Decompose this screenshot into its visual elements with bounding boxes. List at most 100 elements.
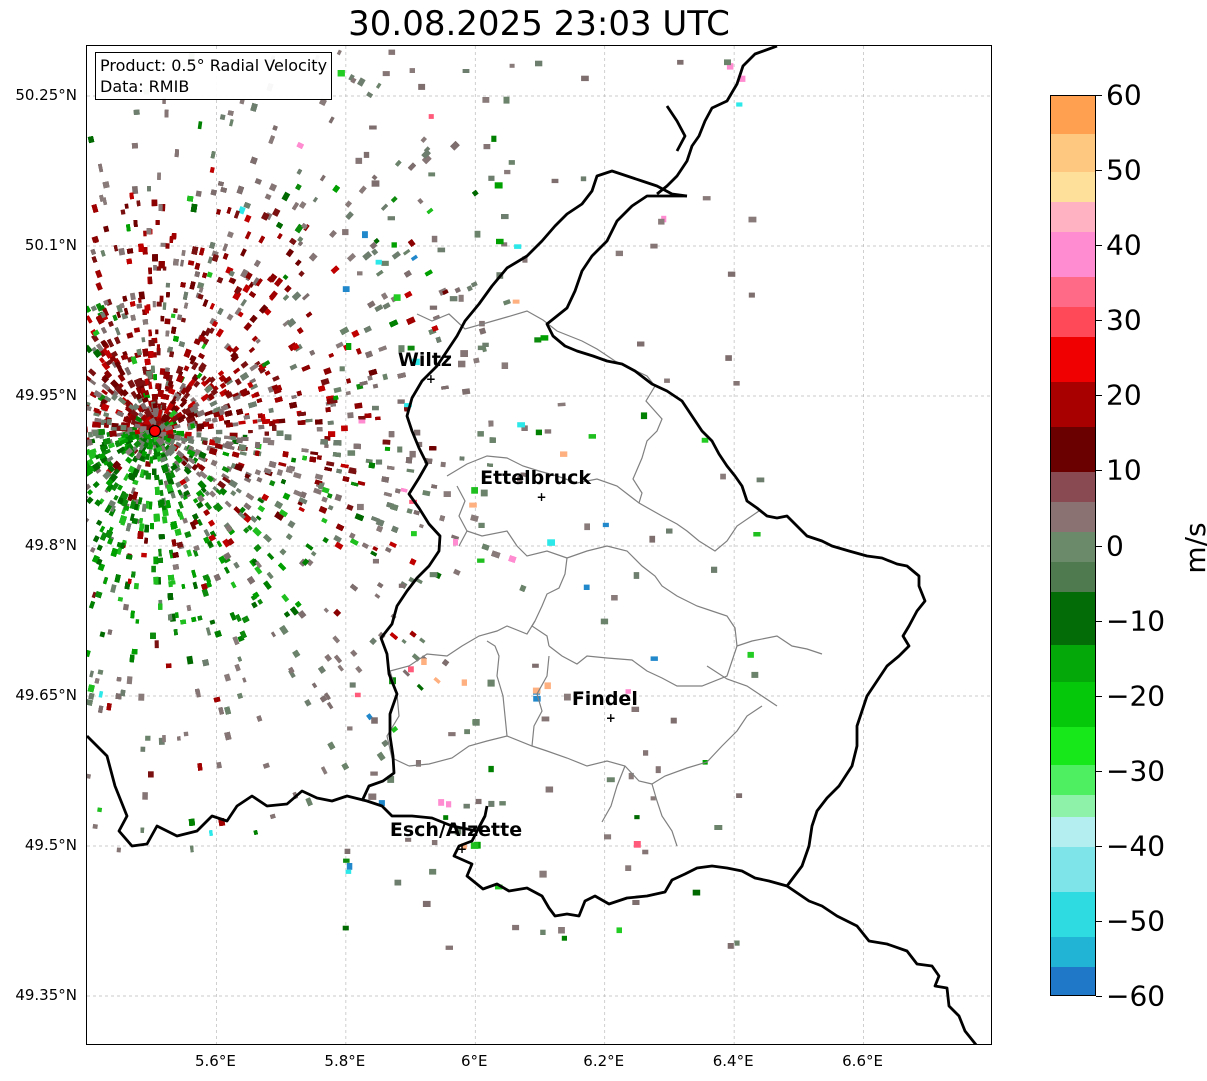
echo-pixel: [173, 308, 178, 314]
echo-pixel: [197, 121, 203, 130]
echo-pixel: [345, 378, 352, 384]
echo-pixel: [277, 233, 283, 240]
echo-pixel: [196, 501, 204, 509]
echo-pixel: [470, 514, 479, 522]
echo-pixel: [202, 659, 210, 667]
echo-pixel: [388, 431, 395, 438]
echo-pixel: [131, 571, 136, 578]
echo-pixel: [751, 671, 759, 678]
echo-pixel: [202, 272, 208, 279]
echo-pixel: [519, 584, 527, 592]
echo-pixel: [88, 451, 98, 460]
echo-pixel: [183, 731, 189, 737]
echo-pixel: [387, 216, 395, 221]
echo-pixel: [512, 299, 520, 304]
echo-pixel: [390, 196, 398, 203]
echo-pixel: [94, 499, 102, 507]
echo-pixel: [337, 664, 344, 672]
echo-pixel: [202, 574, 210, 581]
echo-pixel: [483, 144, 491, 150]
echo-pixel: [160, 413, 170, 424]
echo-pixel: [89, 670, 94, 678]
echo-pixel: [462, 69, 470, 73]
echo-pixel: [371, 248, 379, 256]
echo-pixel: [363, 151, 370, 158]
echo-pixel: [226, 313, 234, 321]
echo-pixel: [101, 361, 111, 371]
echo-pixel: [152, 300, 156, 308]
echo-pixel: [390, 725, 399, 733]
echo-pixel: [169, 236, 174, 244]
echo-pixel: [333, 440, 342, 446]
echo-pixel: [333, 395, 339, 401]
echo-pixel: [165, 292, 170, 298]
echo-pixel: [170, 463, 178, 471]
echo-pixel: [111, 460, 121, 470]
echo-pixel: [471, 281, 478, 288]
echo-pixel: [242, 284, 251, 294]
echo-pixel: [87, 315, 93, 324]
echo-pixel: [215, 208, 222, 215]
echo-pixel: [269, 813, 276, 820]
echo-pixel: [114, 327, 121, 336]
echo-pixel: [124, 366, 132, 376]
echo-pixel: [274, 500, 283, 510]
echo-pixel: [91, 235, 100, 243]
echo-pixel: [218, 555, 227, 565]
echo-pixel: [736, 793, 743, 798]
echo-pixel: [424, 269, 433, 277]
echo-pixel: [413, 510, 420, 516]
echo-pixel: [133, 378, 143, 388]
echo-pixel: [191, 246, 199, 255]
echo-pixel: [231, 451, 240, 458]
echo-pixel: [377, 582, 384, 589]
echo-pixel: [114, 432, 124, 438]
echo-pixel: [276, 430, 284, 436]
echo-pixel: [87, 516, 90, 526]
echo-pixel: [224, 390, 232, 398]
echo-pixel: [274, 277, 283, 287]
echo-pixel: [319, 174, 326, 182]
echo-pixel: [381, 292, 388, 300]
echo-pixel: [135, 393, 142, 400]
echo-pixel: [102, 307, 109, 317]
echo-pixel: [756, 477, 765, 483]
echo-pixel: [111, 394, 118, 401]
echo-pixel: [268, 183, 278, 192]
echo-pixel: [123, 416, 132, 424]
echo-pixel: [508, 160, 515, 165]
echo-pixel: [139, 380, 145, 386]
echo-pixel: [117, 596, 124, 602]
echo-pixel: [324, 654, 332, 662]
echo-pixel: [339, 326, 350, 336]
echo-pixel: [224, 410, 233, 417]
echo-pixel: [125, 445, 132, 452]
echo-pixel: [143, 441, 150, 448]
echo-pixel: [91, 204, 99, 213]
echo-pixel: [702, 196, 711, 201]
echo-pixel: [181, 583, 186, 589]
echo-pixel: [247, 525, 253, 531]
echo-pixel: [296, 141, 304, 149]
echo-pixel: [130, 487, 136, 495]
echo-pixel: [351, 329, 360, 338]
echo-pixel: [98, 357, 106, 364]
echo-pixel: [243, 527, 250, 534]
echo-pixel: [186, 549, 193, 557]
echo-pixel: [285, 533, 293, 540]
echo-pixel: [714, 825, 723, 830]
echo-pixel: [147, 351, 154, 358]
echo-pixel: [472, 189, 479, 197]
echo-pixel: [100, 250, 106, 257]
echo-pixel: [256, 477, 263, 483]
echo-pixel: [298, 497, 308, 505]
echo-pixel: [165, 471, 172, 481]
echo-pixel: [285, 248, 294, 258]
echo-pixel: [278, 461, 287, 467]
echo-pixel: [345, 211, 354, 220]
echo-pixel: [198, 335, 206, 342]
radar-map[interactable]: [86, 45, 992, 1045]
echo-pixel: [336, 468, 342, 474]
echo-pixel: [365, 458, 373, 464]
echo-pixel: [263, 533, 272, 543]
